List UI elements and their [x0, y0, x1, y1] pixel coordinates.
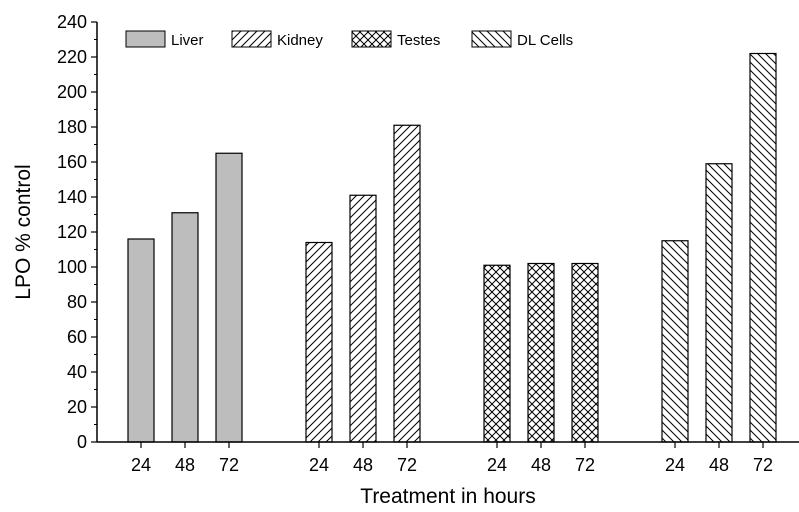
x-axis-title: Treatment in hours	[360, 485, 535, 508]
legend-label: Kidney	[277, 32, 323, 49]
x-tick-label: 48	[709, 455, 729, 475]
x-tick-label: 72	[753, 455, 773, 475]
legend-item-dl-cells: DL Cells	[471, 30, 573, 49]
legend-item-testes: Testes	[351, 30, 440, 49]
x-tick-label: 72	[397, 455, 417, 475]
bar-testes-48	[527, 262, 555, 443]
x-tick-label: 24	[487, 455, 507, 475]
y-tick-label: 80	[67, 292, 87, 312]
y-tick-label: 160	[57, 152, 87, 172]
y-tick-label: 180	[57, 117, 87, 137]
y-tick-label: 20	[67, 397, 87, 417]
bar-dl-cells-48	[705, 163, 733, 443]
y-tick-label: 120	[57, 222, 87, 242]
x-tick-label: 48	[175, 455, 195, 475]
legend-item-kidney: Kidney	[231, 30, 323, 49]
y-tick-label: 60	[67, 327, 87, 347]
bar-liver-72	[215, 152, 243, 443]
y-tick-label: 200	[57, 82, 87, 102]
y-axis-title: LPO % control	[12, 164, 35, 299]
y-tick-label: 140	[57, 187, 87, 207]
bar-liver-24	[127, 238, 155, 443]
bar-kidney-48	[349, 194, 377, 443]
bars-group	[127, 52, 777, 443]
x-tick-label: 72	[575, 455, 595, 475]
bar-testes-72	[571, 262, 599, 443]
x-tick-label: 48	[353, 455, 373, 475]
x-tick-label: 48	[531, 455, 551, 475]
y-tick-label: 220	[57, 47, 87, 67]
x-tick-label: 72	[219, 455, 239, 475]
legend-label: Testes	[397, 32, 440, 49]
y-tick-label: 40	[67, 362, 87, 382]
bar-kidney-24	[305, 241, 333, 443]
x-ticks-group: 24 48 72 24 48 72 24 48 72 24 48 72	[131, 442, 773, 475]
bar-dl-cells-24	[661, 240, 689, 443]
legend-swatch	[231, 30, 272, 48]
x-tick-label: 24	[131, 455, 151, 475]
y-tick-label: 100	[57, 257, 87, 277]
bar-dl-cells-72	[749, 52, 777, 443]
legend: Liver Kidney Testes DL Cells	[125, 30, 573, 49]
x-tick-label: 24	[665, 455, 685, 475]
legend-item-liver: Liver	[125, 30, 204, 49]
y-tick-label: 0	[77, 432, 87, 452]
legend-swatch	[125, 30, 166, 48]
bar-testes-24	[483, 264, 511, 443]
bar-liver-48	[171, 212, 199, 443]
bar-kidney-72	[393, 124, 421, 443]
legend-label: DL Cells	[517, 32, 573, 49]
axes-group	[96, 22, 799, 443]
y-ticks-group: 0 20 40 60 80 100 120 140 160 180 200 220 240	[57, 12, 97, 452]
legend-swatch	[471, 30, 512, 48]
legend-swatch	[351, 30, 392, 48]
x-tick-label: 24	[309, 455, 329, 475]
y-tick-label: 240	[57, 12, 87, 32]
legend-label: Liver	[171, 32, 204, 49]
